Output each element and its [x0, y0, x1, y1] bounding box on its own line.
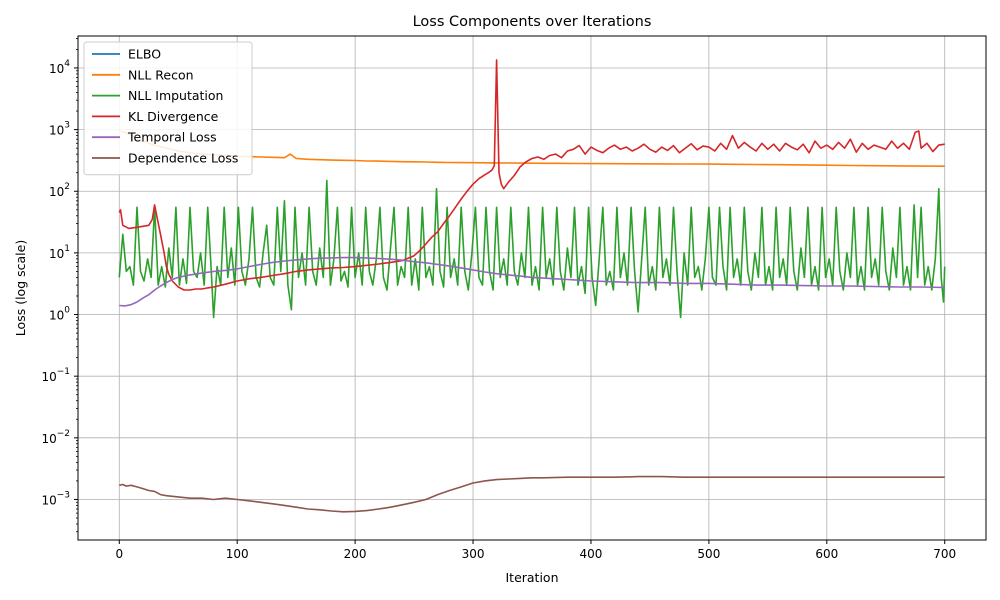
- legend-label-kl-divergence: KL Divergence: [128, 109, 219, 124]
- y-tick-label: 101: [49, 244, 70, 261]
- x-tick-label: 400: [580, 547, 603, 561]
- y-tick-label: 104: [49, 59, 70, 76]
- series-line-temporal-loss: [119, 256, 945, 307]
- series-line-dependence-loss: [119, 475, 945, 513]
- x-axis-title: Iteration: [505, 570, 558, 585]
- series-line-kl-divergence: [118, 59, 945, 291]
- y-axis-ticks: 10−3 10−2 10−1 100 101 102 103 104: [41, 38, 78, 533]
- legend-label-nll-imputation: NLL Imputation: [128, 88, 223, 103]
- series-line-nll-imputation: [118, 179, 946, 319]
- x-tick-label: 200: [344, 547, 367, 561]
- series-layer: [118, 59, 946, 513]
- plot-area-frame: [77, 35, 987, 541]
- legend-label-temporal-loss: Temporal Loss: [127, 130, 217, 145]
- grid: [78, 36, 986, 540]
- legend-box: [83, 41, 253, 176]
- y-tick-label: 102: [49, 182, 70, 199]
- y-tick-label: 103: [49, 121, 70, 138]
- y-tick-label: 100: [49, 306, 70, 323]
- legend-label-nll-recon: NLL Recon: [128, 67, 194, 82]
- x-axis-ticks: 0 100 200 300 400 500 600 700: [115, 540, 956, 561]
- legend-label-elbo: ELBO: [128, 47, 161, 62]
- legend: ELBO NLL Recon NLL Imputation KL Divergence…: [83, 41, 253, 176]
- x-tick-label: 500: [697, 547, 720, 561]
- y-axis-title: Loss (log scale): [13, 240, 28, 336]
- y-tick-label: 10−3: [41, 490, 70, 507]
- x-tick-label: 0: [115, 547, 123, 561]
- y-tick-label: 10−2: [41, 429, 70, 446]
- x-tick-label: 100: [226, 547, 249, 561]
- x-tick-label: 300: [462, 547, 485, 561]
- x-tick-label: 700: [933, 547, 956, 561]
- x-tick-label: 600: [815, 547, 838, 561]
- y-tick-label: 10−1: [41, 367, 70, 384]
- chart-title: Loss Components over Iterations: [413, 14, 652, 30]
- legend-label-dependence-loss: Dependence Loss: [128, 151, 238, 166]
